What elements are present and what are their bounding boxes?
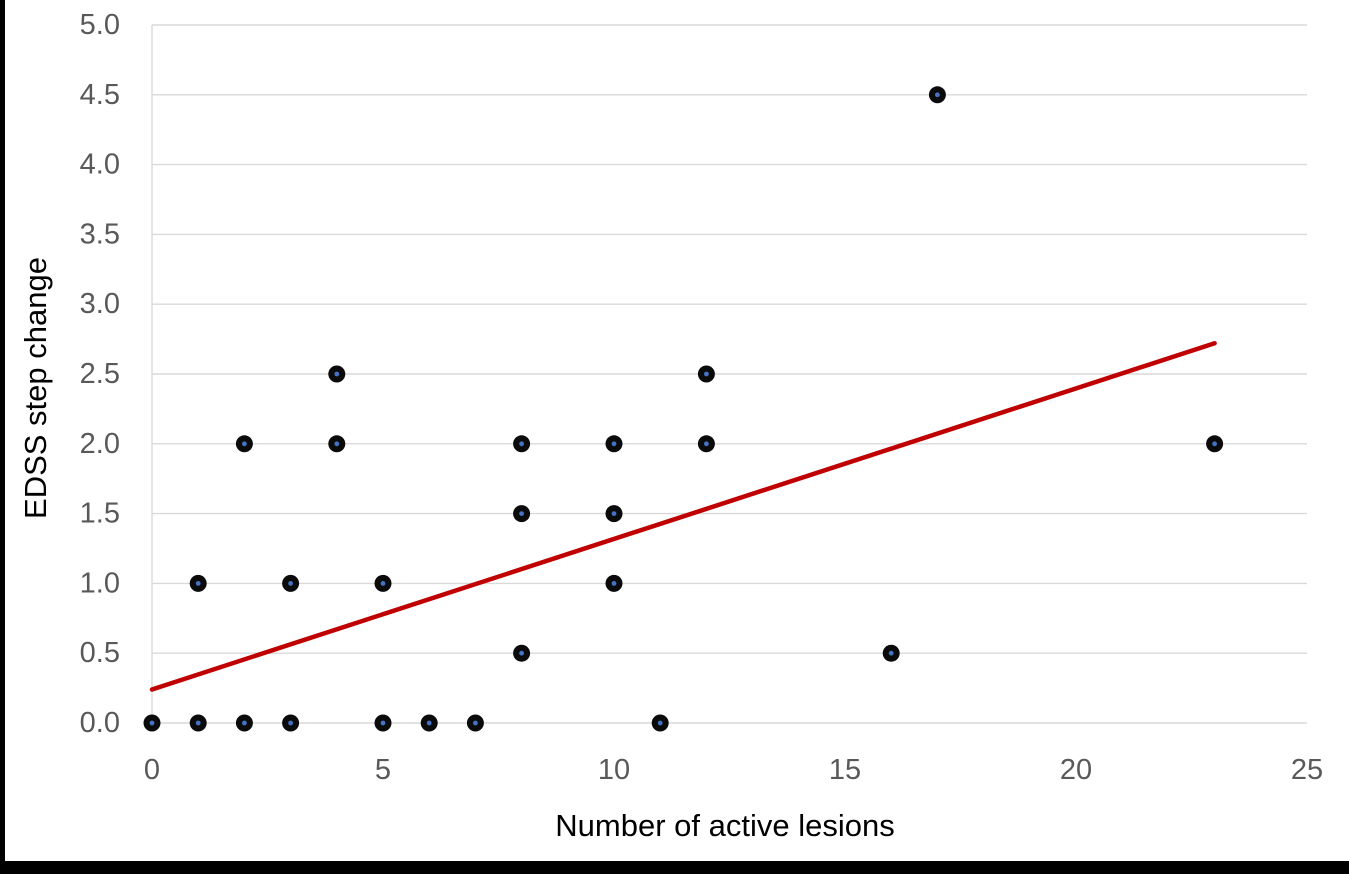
data-point-center [519,441,524,447]
y-tick-label: 4.0 [80,149,120,181]
data-point-center [519,511,524,516]
data-point-center [611,581,617,586]
data-point-center [473,720,478,726]
data-point-center [519,650,524,656]
data-point-center [288,720,293,726]
data-point-center [195,581,201,586]
x-tick-label: 25 [1291,754,1323,786]
x-axis-title: Number of active lesions [555,808,895,843]
trendline [149,341,1217,692]
x-tick-label: 20 [1060,754,1092,786]
data-point-center [242,441,247,447]
y-tick-label: 0.0 [80,707,120,739]
data-point-center [149,720,155,726]
data-point-center [380,720,386,726]
x-tick-label: 10 [598,754,630,786]
data-point-center [288,581,293,586]
y-tick-label: 2.5 [80,358,120,390]
frame-left-edge [0,0,5,874]
data-point-center [935,92,940,98]
y-tick-label: 3.0 [80,288,120,320]
data-point-center [888,650,894,656]
x-tick-label: 0 [144,754,160,786]
x-tick-label: 5 [375,754,391,786]
data-point-center [1212,441,1217,447]
data-point-center [426,720,432,726]
data-point-center [704,441,709,447]
frame-bottom-edge [0,861,1349,874]
data-point-center [657,720,663,726]
x-tick-label: 15 [829,754,861,786]
y-tick-label: 1.5 [80,498,120,530]
data-point-center [704,371,709,377]
data-point-center [242,720,247,726]
data-point-center [334,441,340,447]
y-tick-label: 1.0 [80,567,120,599]
data-point-center [195,720,201,726]
y-tick-label: 3.5 [80,218,120,250]
data-point-center [611,511,617,516]
y-tick-label: 4.5 [80,79,120,111]
y-tick-label: 2.0 [80,428,120,460]
data-point-center [380,581,386,586]
data-point-center [334,371,340,377]
data-point-center [611,441,617,447]
y-tick-label: 0.5 [80,637,120,669]
y-tick-label: 5.0 [80,9,120,41]
